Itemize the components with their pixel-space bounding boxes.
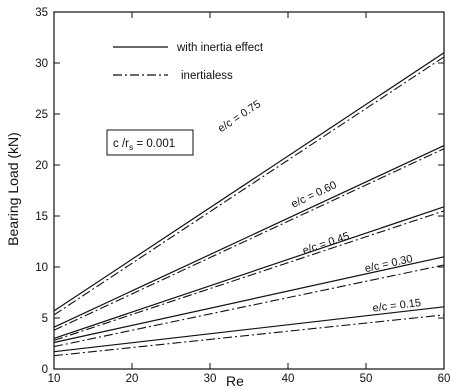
series-line-with-inertia bbox=[53, 145, 445, 328]
x-tick-label: 60 bbox=[438, 373, 451, 385]
curve-label: e/c = 0.45 bbox=[301, 230, 351, 257]
x-tick-label: 40 bbox=[282, 373, 295, 385]
legend: with inertia effect inertialess bbox=[113, 42, 264, 82]
plot-frame bbox=[53, 11, 445, 370]
x-tick-label: 20 bbox=[126, 373, 139, 385]
series-line-inertialess bbox=[53, 314, 445, 357]
series-line-inertialess bbox=[53, 210, 445, 341]
data-series bbox=[53, 52, 445, 357]
curve-label: e/c = 0.15 bbox=[372, 297, 422, 315]
annotation-box-text: c /rs = 0.001 bbox=[113, 138, 175, 152]
series-line-inertialess bbox=[53, 56, 445, 316]
series-line-with-inertia bbox=[53, 256, 445, 344]
series-line-with-inertia bbox=[53, 52, 445, 312]
y-tick-label: 15 bbox=[35, 211, 48, 223]
annotation-main: c /r bbox=[113, 138, 129, 150]
y-tick-label: 25 bbox=[35, 109, 48, 121]
annotation-box: c /rs = 0.001 bbox=[106, 129, 194, 156]
x-tick-label: 30 bbox=[204, 373, 217, 385]
legend-entry-with-inertia: with inertia effect bbox=[176, 42, 264, 54]
x-axis-label: Re bbox=[226, 373, 244, 389]
y-tick-label: 30 bbox=[35, 58, 48, 70]
y-tick-label: 20 bbox=[35, 160, 48, 172]
series-line-inertialess bbox=[53, 148, 445, 331]
y-axis-label: Bearing Load (kN) bbox=[5, 132, 21, 246]
x-tick-label: 50 bbox=[360, 373, 373, 385]
legend-entry-inertialess: inertialess bbox=[181, 70, 233, 82]
curve-label: e/c = 0.30 bbox=[364, 253, 414, 275]
x-tick-label: 10 bbox=[48, 373, 61, 385]
tick-labels: 10 20 30 40 50 60 0 5 10 15 20 25 30 35 bbox=[35, 7, 450, 385]
series-line-with-inertia bbox=[53, 206, 445, 339]
series-line-with-inertia bbox=[53, 306, 445, 353]
annotation-box-frame bbox=[106, 129, 194, 156]
y-tick-label: 35 bbox=[35, 7, 48, 19]
annotation-subscript: s bbox=[129, 142, 133, 152]
series-line-inertialess bbox=[53, 264, 445, 348]
y-tick-label: 5 bbox=[42, 313, 48, 325]
y-tick-label: 10 bbox=[35, 262, 48, 274]
axis-ticks bbox=[53, 11, 445, 370]
annotation-rest: = 0.001 bbox=[133, 138, 175, 150]
plot-area-border bbox=[53, 11, 445, 370]
curve-label: e/c = 0.75 bbox=[216, 98, 263, 135]
y-tick-label: 0 bbox=[42, 364, 48, 376]
